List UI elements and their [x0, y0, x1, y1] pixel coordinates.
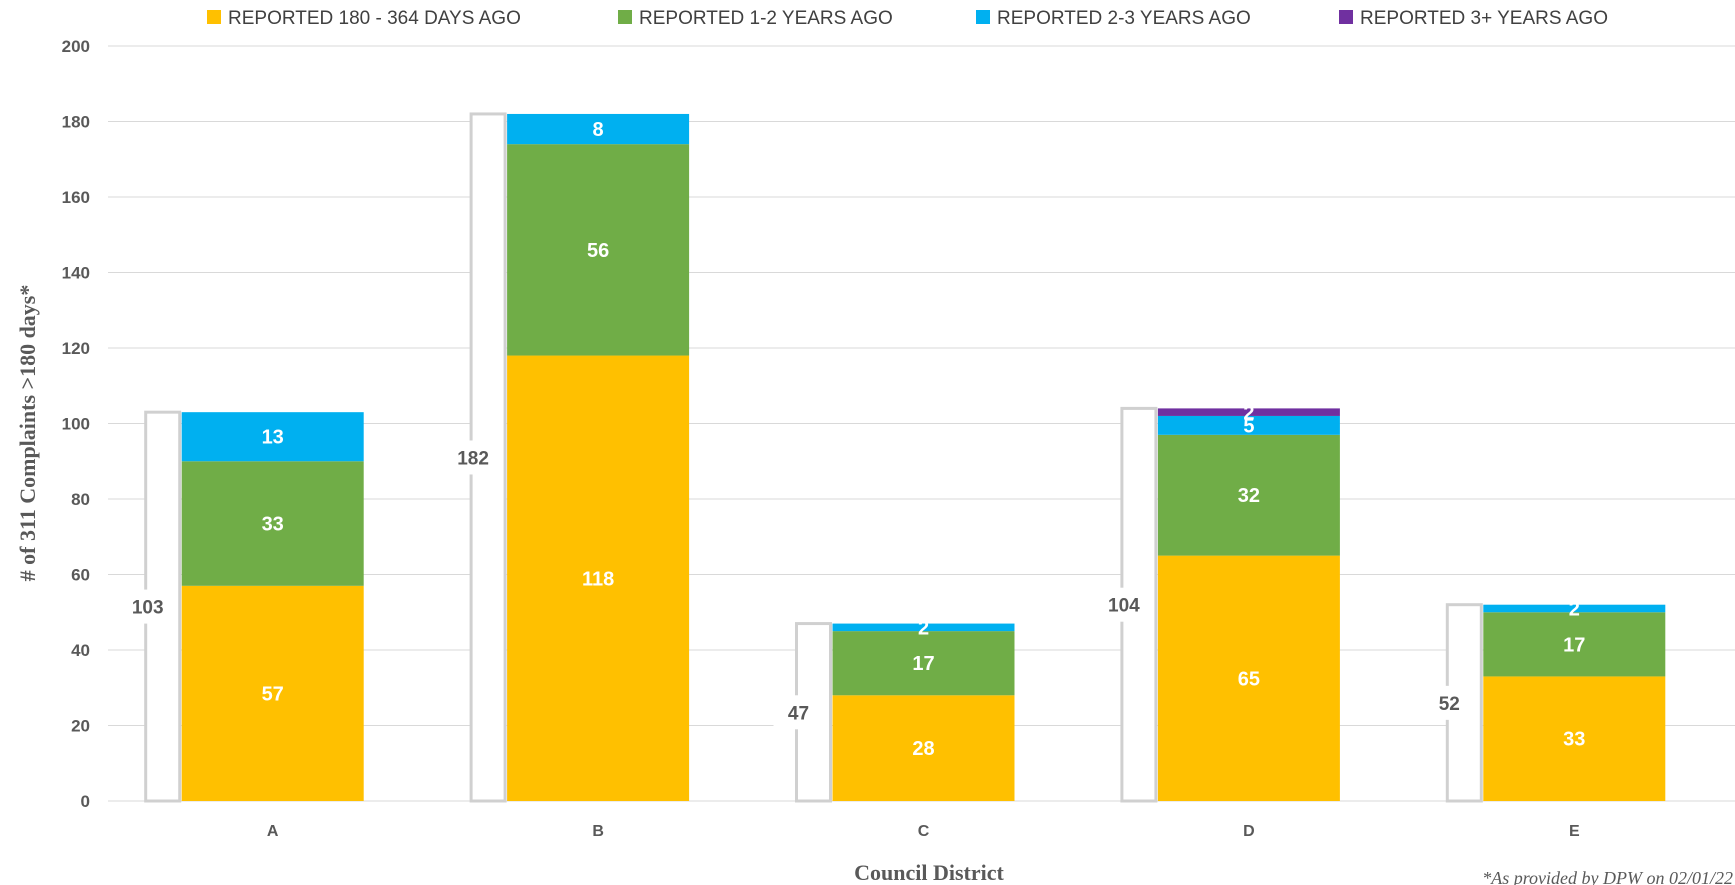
gridlines [108, 45, 1735, 802]
x-tick-label: D [1243, 823, 1255, 840]
data-label: 2 [1569, 599, 1580, 621]
y-tick-label: 40 [71, 641, 90, 660]
bar-segment [1483, 604, 1666, 613]
data-label: 65 [1238, 668, 1260, 690]
bar-segment [1483, 612, 1666, 677]
data-label: 2 [918, 618, 929, 640]
data-label: 33 [262, 514, 284, 536]
x-tick-label: C [918, 823, 930, 840]
y-tick-label: 100 [62, 415, 90, 434]
x-axis-label: Council District [854, 860, 1004, 885]
y-tick-label: 200 [62, 37, 90, 56]
legend: REPORTED 180 - 364 DAYS AGO REPORTED 1-2 … [207, 8, 1608, 29]
bar-segment [181, 585, 364, 801]
total-label: 52 [1439, 694, 1460, 715]
total-label-bg [122, 589, 173, 624]
bar-segment [1483, 676, 1666, 801]
data-label: 56 [587, 240, 609, 262]
y-tick-label: 180 [62, 113, 90, 132]
bar-segment [832, 695, 1015, 801]
total-label: 103 [132, 598, 164, 619]
bar-segment [832, 623, 1015, 632]
x-tick-label: B [592, 823, 604, 840]
y-tick-label: 60 [71, 566, 90, 585]
bar-segment [181, 461, 364, 586]
bar-segment [181, 412, 364, 462]
data-label: 17 [912, 653, 934, 675]
bar-segment [1157, 408, 1340, 416]
y-axis-ticks: 0 20 40 60 80 100 120 140 160 180 200 [62, 37, 90, 811]
bar-segment [832, 631, 1015, 696]
legend-entry: REPORTED 3+ YEARS AGO [1360, 8, 1608, 29]
total-label-bg [1098, 587, 1149, 622]
legend-swatch [976, 10, 990, 24]
x-tick-label: A [267, 823, 279, 840]
legend-swatch [618, 10, 632, 24]
bar-segment [507, 113, 690, 145]
data-label: 8 [593, 119, 604, 141]
y-tick-label: 80 [71, 490, 90, 509]
bar-segment [1157, 434, 1340, 556]
legend-entry: REPORTED 180 - 364 DAYS AGO [228, 8, 521, 29]
total-label-bg [448, 440, 499, 475]
data-label: 17 [1563, 634, 1585, 656]
bar-segment [1157, 415, 1340, 435]
data-label: 57 [262, 683, 284, 705]
data-label: 28 [912, 738, 934, 760]
total-label: 47 [788, 703, 809, 724]
bar-segment [507, 355, 690, 801]
legend-swatch [207, 10, 221, 24]
data-label: 118 [582, 568, 614, 590]
legend-swatch [1339, 10, 1353, 24]
data-label: 33 [1563, 729, 1585, 751]
bar-segment [1157, 555, 1340, 801]
total-label: 104 [1108, 596, 1140, 617]
bar-segment [507, 144, 690, 356]
x-axis-ticks: A B C D E [267, 823, 1580, 840]
data-label: 13 [262, 427, 284, 449]
legend-entry: REPORTED 2-3 YEARS AGO [997, 8, 1251, 29]
y-tick-label: 120 [62, 339, 90, 358]
data-label: 2 [1243, 402, 1254, 424]
data-label: 32 [1238, 485, 1260, 507]
total-label: 182 [457, 448, 489, 469]
y-tick-label: 140 [62, 264, 90, 283]
total-label-bg [773, 695, 824, 730]
footnote: *As provided by DPW on 02/01/22 [1482, 868, 1733, 885]
total-label-bg [1424, 685, 1475, 720]
y-tick-label: 20 [71, 717, 90, 736]
y-tick-label: 160 [62, 188, 90, 207]
legend-entry: REPORTED 1-2 YEARS AGO [639, 8, 893, 29]
y-axis-label: # of 311 Complaints >180 days* [15, 285, 40, 582]
x-tick-label: E [1569, 823, 1580, 840]
y-tick-label: 0 [81, 792, 90, 811]
data-label: 5 [1243, 415, 1254, 437]
